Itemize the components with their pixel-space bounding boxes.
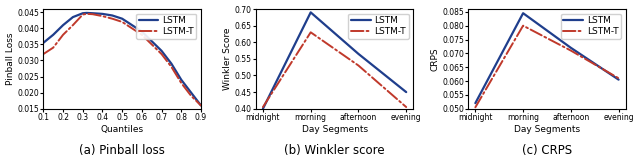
LSTM [259, 108, 267, 110]
LSTM-T [355, 65, 362, 67]
LSTM [128, 24, 136, 26]
LSTM-T [138, 34, 146, 36]
LSTM [177, 79, 185, 81]
LSTM-T [403, 106, 410, 108]
LSTM [403, 91, 410, 93]
LSTM-T [157, 53, 165, 55]
LSTM [355, 53, 362, 55]
LSTM [99, 13, 106, 15]
LSTM-T [69, 24, 77, 26]
Text: (a) Pinball loss: (a) Pinball loss [79, 144, 165, 157]
X-axis label: Day Segments: Day Segments [301, 125, 367, 134]
Line: LSTM: LSTM [44, 13, 201, 105]
X-axis label: Day Segments: Day Segments [514, 125, 580, 134]
LSTM-T [40, 53, 47, 55]
LSTM-T [188, 95, 195, 97]
LSTM-T [168, 66, 175, 68]
Y-axis label: CRPS: CRPS [430, 47, 440, 71]
LSTM [307, 11, 314, 13]
Legend: LSTM, LSTM-T: LSTM, LSTM-T [561, 14, 621, 39]
LSTM [69, 16, 77, 18]
LSTM [83, 12, 90, 14]
LSTM [157, 50, 165, 52]
LSTM [138, 31, 146, 32]
LSTM-T [60, 34, 67, 36]
LSTM [108, 15, 116, 16]
LSTM-T [79, 14, 86, 16]
Line: LSTM-T: LSTM-T [476, 26, 619, 107]
LSTM [79, 12, 86, 14]
LSTM-T [197, 104, 205, 106]
Text: (b) Winkler score: (b) Winkler score [284, 144, 385, 157]
LSTM [49, 34, 57, 36]
LSTM-T [259, 106, 267, 108]
Y-axis label: Winkler Score: Winkler Score [223, 28, 232, 90]
Text: (c) CRPS: (c) CRPS [522, 144, 572, 157]
LSTM-T [472, 106, 479, 108]
LSTM [472, 102, 479, 104]
LSTM [168, 63, 175, 65]
LSTM [40, 42, 47, 44]
LSTM-T [615, 77, 623, 79]
LSTM-T [519, 25, 527, 27]
Line: LSTM-T: LSTM-T [263, 32, 406, 107]
LSTM [615, 79, 623, 81]
LSTM-T [128, 27, 136, 29]
Line: LSTM: LSTM [476, 13, 619, 103]
Y-axis label: Pinball Loss: Pinball Loss [6, 33, 15, 85]
X-axis label: Quantiles: Quantiles [100, 125, 144, 134]
Legend: LSTM, LSTM-T: LSTM, LSTM-T [348, 14, 409, 39]
LSTM-T [148, 44, 156, 45]
Legend: LSTM, LSTM-T: LSTM, LSTM-T [136, 14, 196, 39]
LSTM-T [83, 13, 90, 15]
LSTM [148, 40, 156, 42]
LSTM-T [118, 21, 126, 23]
Line: LSTM-T: LSTM-T [44, 14, 201, 105]
LSTM [197, 104, 205, 106]
LSTM-T [99, 15, 106, 17]
LSTM-T [307, 31, 314, 33]
LSTM-T [49, 47, 57, 49]
LSTM [519, 12, 527, 14]
LSTM [89, 12, 97, 14]
LSTM-T [567, 50, 575, 52]
LSTM [188, 92, 195, 94]
Line: LSTM: LSTM [263, 12, 406, 109]
LSTM [118, 18, 126, 20]
LSTM [60, 24, 67, 26]
LSTM-T [177, 82, 185, 84]
LSTM-T [89, 13, 97, 15]
LSTM [567, 47, 575, 49]
LSTM-T [108, 18, 116, 20]
